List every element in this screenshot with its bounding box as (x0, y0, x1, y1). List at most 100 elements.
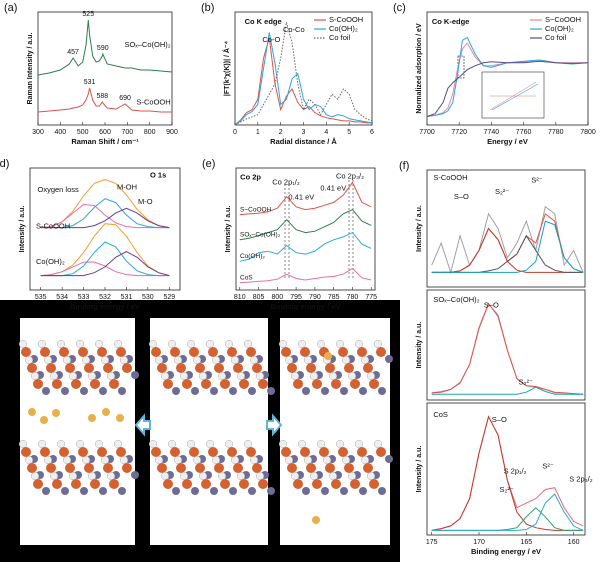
atom-h (167, 440, 176, 449)
atom-o (214, 363, 224, 373)
panel-label: (d) (0, 158, 9, 170)
atom-co (302, 387, 310, 395)
x-tick-label: 775 (365, 294, 377, 301)
atom-o (90, 479, 100, 489)
atom-o (201, 479, 211, 489)
atom-o (97, 447, 107, 457)
series-line (40, 207, 170, 229)
atom-co (191, 487, 199, 495)
series-line (37, 87, 172, 113)
atom-co (210, 387, 218, 395)
atom-o (176, 463, 186, 473)
x-tick-label: 0 (233, 129, 237, 136)
structure-panel (280, 318, 390, 545)
x-tick-label: 535 (35, 294, 47, 301)
series-label: CoS (240, 275, 253, 282)
atom-o (40, 447, 50, 457)
plot-frame (426, 11, 589, 126)
atom-h (154, 356, 163, 365)
atom-o (287, 363, 297, 373)
atom-o (325, 463, 335, 473)
x-tick-label: 500 (77, 129, 89, 136)
atom-o (376, 447, 386, 457)
atom-h (243, 340, 252, 349)
series-label: Co(OH)₂ (240, 253, 265, 260)
atom-h (317, 340, 326, 349)
atom-h (298, 340, 307, 349)
atom-h (205, 440, 214, 449)
atom-h (38, 440, 47, 449)
atom-h (336, 340, 345, 349)
atom-o (300, 347, 310, 357)
peak-label: 590 (97, 45, 109, 52)
atom-co (248, 487, 256, 495)
atom-s (116, 414, 124, 422)
atom-h (348, 472, 357, 481)
atom-h (236, 472, 245, 481)
atom-co (172, 487, 180, 495)
atom-h (50, 372, 59, 381)
atom-h (113, 440, 122, 449)
annotation: M-O (138, 197, 153, 206)
atom-o (103, 463, 113, 473)
atom-co (321, 487, 329, 495)
atom-h (19, 440, 28, 449)
atom-h (119, 456, 128, 465)
panel-label: (c) (393, 2, 406, 14)
atom-o (239, 379, 249, 389)
y-axis-label: |FT(k³χ(K))| / Å⁻⁴ (222, 40, 231, 96)
atom-o (281, 447, 291, 457)
annotation: SOₓ–Co(OH)₂ (124, 40, 170, 49)
legend-label: Co(OH)₂ (329, 24, 358, 33)
atom-o (325, 363, 335, 373)
atom-co (359, 487, 367, 495)
annotation: S₂²⁻ (500, 485, 514, 494)
atom-h (179, 472, 188, 481)
annotation: M-OH (117, 183, 137, 192)
x-tick-label: 7720 (451, 129, 467, 136)
peak-label: 588 (96, 93, 108, 100)
atom-h (100, 356, 109, 365)
atom-co (99, 487, 107, 495)
atom-o (71, 479, 81, 489)
x-axis-label: Energy / eV (487, 137, 528, 146)
atom-co (61, 487, 69, 495)
x-tick-label: 790 (309, 294, 321, 301)
x-axis-label: Binding energy / eV (270, 302, 340, 311)
atom-h (31, 372, 40, 381)
x-tick-label: 2 (279, 129, 283, 136)
atom-o (252, 463, 262, 473)
x-tick-label: 800 (144, 129, 156, 136)
peak-guides (284, 180, 354, 278)
atom-o (220, 479, 230, 489)
series-label: S−CoOOH (240, 206, 272, 213)
atom-o (116, 347, 126, 357)
plot-frame (426, 402, 586, 536)
atom-o (33, 379, 43, 389)
x-tick-label: 6 (370, 129, 374, 136)
x-axis-label: Raman Shift / cm⁻¹ (71, 137, 139, 146)
annotation: Co K edge (245, 17, 282, 26)
annotation: S²⁻ (531, 176, 543, 185)
atom-h (87, 372, 96, 381)
atom-o (258, 479, 268, 489)
atom-o (331, 379, 341, 389)
atom-h (367, 472, 376, 481)
x-tick-label: 400 (54, 129, 66, 136)
atom-o (246, 447, 256, 457)
atom-h (38, 340, 47, 349)
atom-h (355, 340, 364, 349)
atom-s (40, 416, 48, 424)
legend-label: Co foil (329, 33, 351, 42)
atom-h (285, 356, 294, 365)
atom-o (109, 479, 119, 489)
atom-co (359, 387, 367, 395)
annotation: 0.41 eV (288, 192, 314, 201)
x-tick-label: 785 (328, 294, 340, 301)
atom-o (78, 347, 88, 357)
structure-panel (20, 318, 135, 545)
atom-o (300, 447, 310, 457)
atom-h (279, 440, 288, 449)
atom-co (80, 387, 88, 395)
atom-o (338, 347, 348, 357)
